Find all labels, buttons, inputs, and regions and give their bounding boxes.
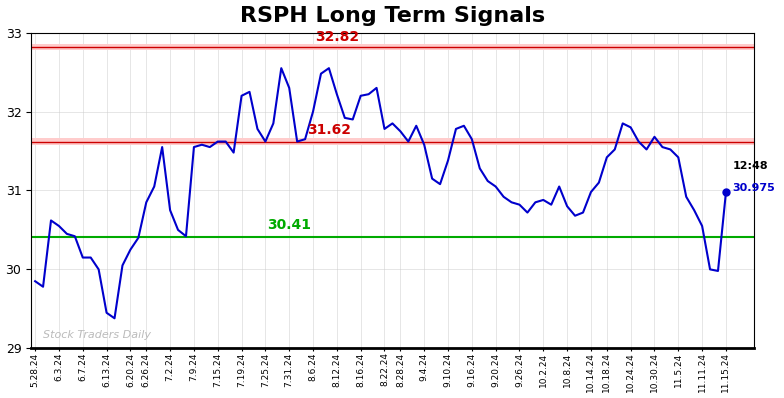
Bar: [31, 139, 753, 145]
Text: 30.975: 30.975: [732, 183, 775, 193]
Text: 12:48: 12:48: [732, 161, 768, 171]
Text: 30.41: 30.41: [267, 218, 311, 232]
Text: Stock Traders Daily: Stock Traders Daily: [43, 330, 151, 340]
Text: 32.82: 32.82: [315, 30, 359, 44]
Text: 31.62: 31.62: [307, 123, 351, 137]
Bar: [31, 44, 753, 50]
Title: RSPH Long Term Signals: RSPH Long Term Signals: [240, 6, 545, 25]
